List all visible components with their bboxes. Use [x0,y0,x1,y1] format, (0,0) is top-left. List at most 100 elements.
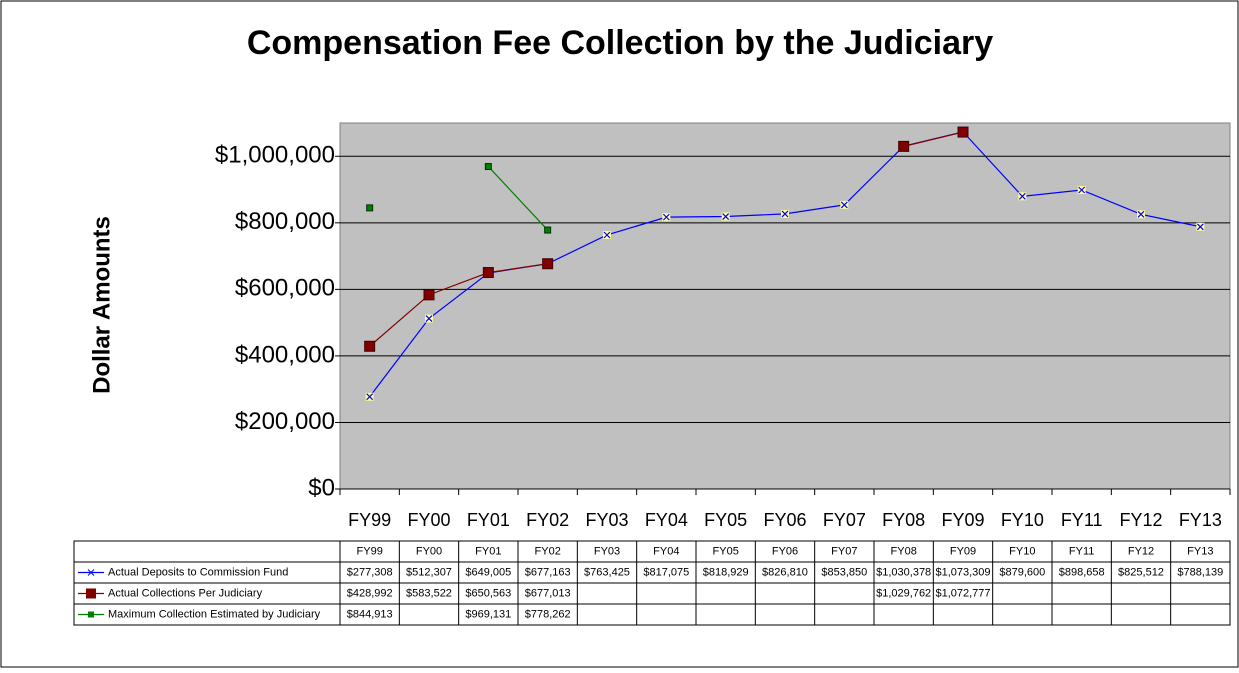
table-value: $763,425 [584,566,630,578]
table-value: $583,522 [406,587,452,599]
marker [364,340,376,352]
x-tick-label: FY08 [882,510,925,530]
table-value: $778,262 [525,608,571,620]
y-tick-label: $800,000 [235,208,335,235]
x-tick-label: FY11 [1061,510,1103,530]
x-tick-label: FY00 [407,510,450,530]
table-header: FY04 [653,545,679,557]
marker-x [662,213,670,221]
x-tick-label: FY02 [526,510,569,530]
table-value: $277,308 [347,566,393,578]
table-value: $969,131 [465,608,511,620]
x-tick-label: FY01 [467,510,510,530]
x-tick-label: FY07 [823,510,866,530]
legend-symbol [87,569,95,576]
marker [957,126,969,138]
marker [1196,222,1205,231]
legend-label: Actual Collections Per Judiciary [108,587,263,599]
table-value: $1,029,762 [876,587,931,599]
marker [542,258,554,270]
marker-x [781,210,789,218]
x-tick-label: FY04 [645,510,688,530]
marker-square [366,204,374,212]
table-header: FY07 [831,545,857,557]
marker [544,226,552,234]
marker-square [484,163,492,171]
marker-x [425,315,433,322]
marker [840,200,849,209]
table-header: FY01 [475,545,501,557]
table-value: $1,073,309 [935,566,990,578]
table-value: $650,563 [465,587,511,599]
table-header: FY13 [1187,545,1213,557]
x-tick-label: FY13 [1179,510,1222,530]
marker [423,289,435,301]
table-value: $1,072,777 [935,587,990,599]
plot-area [339,122,1231,490]
table-value: $788,139 [1177,566,1223,578]
y-axis-title: Dollar Amounts [88,216,115,394]
marker [425,314,433,323]
marker-square [364,340,376,352]
table-value: $677,013 [525,587,571,599]
marker [482,267,494,279]
marker-x [840,201,848,209]
table-header: FY02 [535,545,561,557]
series-line [487,166,549,231]
marker [721,212,730,221]
marker [366,204,374,212]
marker-x [1137,210,1145,218]
x-tick-label: FY03 [585,510,628,530]
marker [1077,185,1086,194]
marker [365,392,374,401]
legend-square [88,611,94,618]
table-header: FY09 [950,545,976,557]
legend-square [86,588,96,599]
table-header: FY05 [713,545,739,557]
marker [484,163,492,171]
x-tick-label: FY99 [348,510,391,530]
marker [1137,210,1145,219]
table-header: FY11 [1069,545,1094,557]
marker-square [542,258,554,270]
marker [603,230,611,239]
y-tick-label: $400,000 [235,341,335,368]
table-header: FY10 [1009,545,1035,557]
series-line [369,131,964,347]
marker-x [603,231,611,239]
marker-square [957,126,969,138]
y-tick-label: $600,000 [235,275,335,302]
table-value: $1,030,378 [876,566,931,578]
legend-label: Actual Deposits to Commission Fund [108,566,288,578]
marker-x [1078,186,1086,194]
table-header: FY99 [357,545,383,557]
marker-square [544,226,552,234]
marker-x [1196,223,1204,231]
marker [1018,192,1027,201]
legend-label: Maximum Collection Estimated by Judiciar… [108,608,321,620]
y-tick-label: $0 [308,474,335,501]
chart-title: Compensation Fee Collection by the Judic… [247,24,993,62]
table-header: FY03 [594,545,620,557]
marker-x [1018,192,1026,200]
marker-square [482,267,494,279]
table-value: $818,929 [703,566,749,578]
table-value: $677,163 [525,566,571,578]
table-value: $512,307 [406,566,452,578]
table-value: $898,658 [1059,566,1105,578]
y-tick-label: $200,000 [235,408,335,435]
table-value: $428,992 [347,587,393,599]
marker-square [423,289,435,301]
x-tick-label: FY09 [941,510,984,530]
table-value: $879,600 [999,566,1045,578]
table-header: FY06 [772,545,798,557]
x-tick-label: FY05 [704,510,747,530]
table-header: FY00 [416,545,442,557]
table-value: $825,512 [1118,566,1164,578]
marker [662,213,671,222]
legend-symbol [86,588,96,599]
table-header: FY12 [1128,545,1154,557]
table-value: $817,075 [643,566,689,578]
